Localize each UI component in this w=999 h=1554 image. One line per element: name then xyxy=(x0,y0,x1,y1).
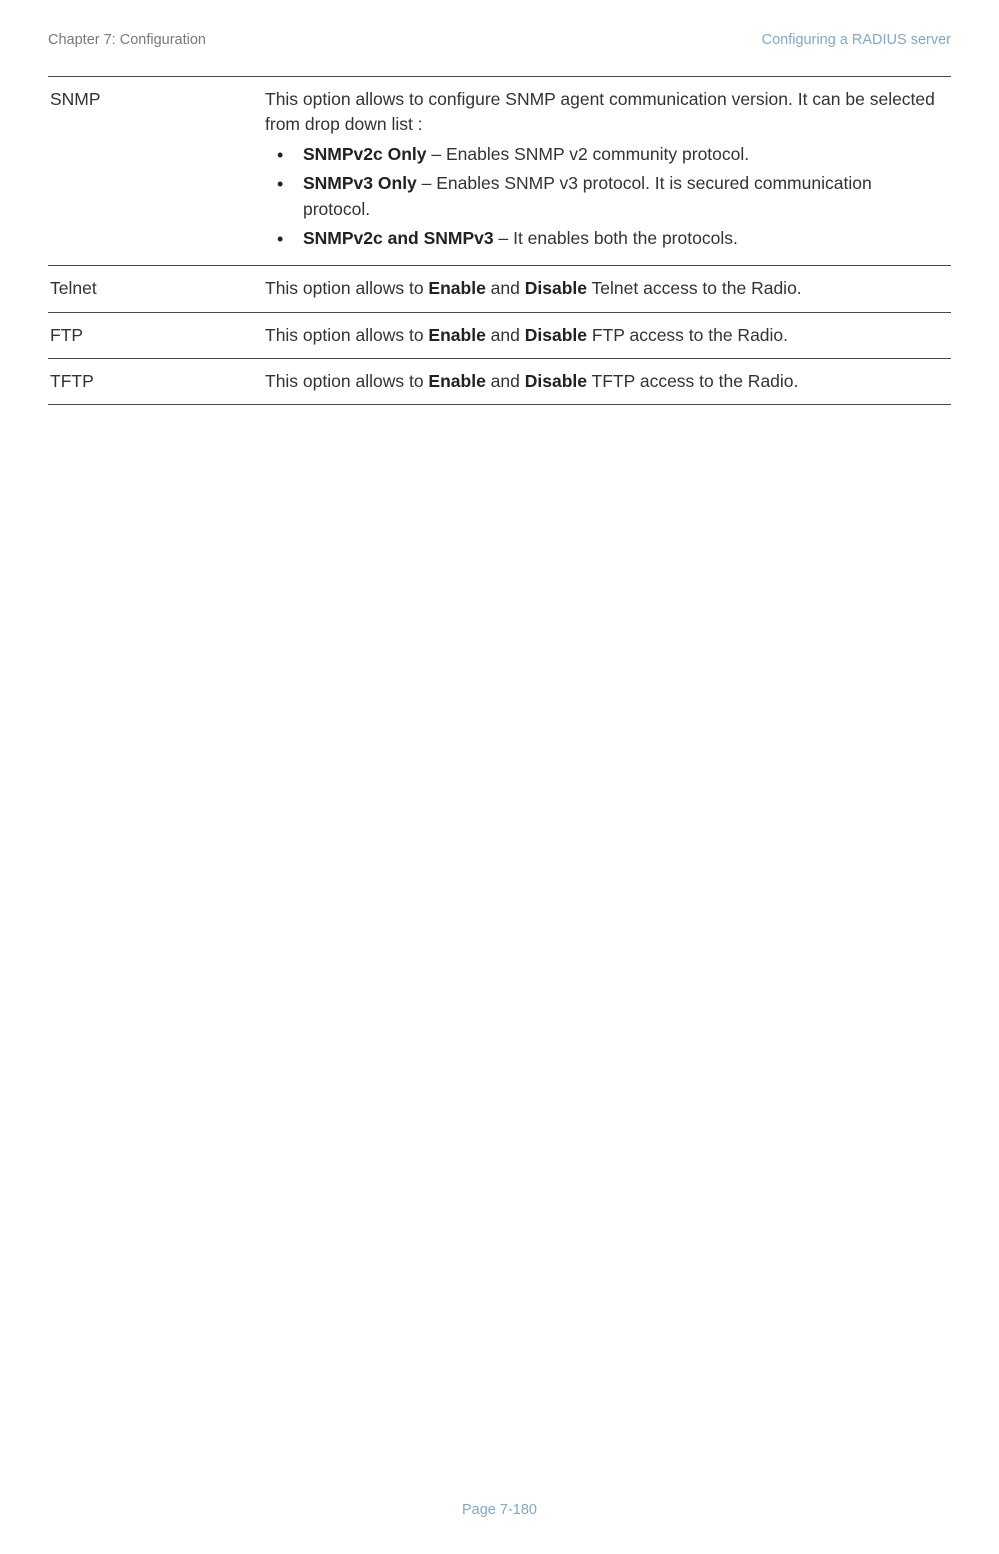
attr-name: FTP xyxy=(48,312,263,358)
table-row: SNMP This option allows to configure SNM… xyxy=(48,77,951,266)
desc-part: This option allows to xyxy=(265,325,428,345)
attr-desc: This option allows to Enable and Disable… xyxy=(263,266,951,312)
table-row: Telnet This option allows to Enable and … xyxy=(48,266,951,312)
desc-part: Telnet access to the Radio. xyxy=(587,278,802,298)
desc-part: and xyxy=(486,371,525,391)
desc-part: and xyxy=(486,325,525,345)
attr-name: Telnet xyxy=(48,266,263,312)
bullet-rest: – Enables SNMP v2 community protocol. xyxy=(427,144,750,164)
list-item: SNMPv2c and SNMPv3 – It enables both the… xyxy=(265,226,943,251)
table-row: TFTP This option allows to Enable and Di… xyxy=(48,359,951,405)
desc-bold: Enable xyxy=(428,325,485,345)
list-item: SNMPv2c Only – Enables SNMP v2 community… xyxy=(265,142,943,167)
attr-name: SNMP xyxy=(48,77,263,266)
desc-bold: Disable xyxy=(525,278,587,298)
config-table: SNMP This option allows to configure SNM… xyxy=(48,76,951,405)
desc-part: and xyxy=(486,278,525,298)
desc-intro: This option allows to configure SNMP age… xyxy=(265,89,935,134)
section-label: Configuring a RADIUS server xyxy=(762,32,951,48)
table-row: FTP This option allows to Enable and Dis… xyxy=(48,312,951,358)
desc-part: This option allows to xyxy=(265,278,428,298)
bullet-bold: SNMPv2c and SNMPv3 xyxy=(303,228,494,248)
attr-name: TFTP xyxy=(48,359,263,405)
list-item: SNMPv3 Only – Enables SNMP v3 protocol. … xyxy=(265,171,943,222)
bullet-bold: SNMPv2c Only xyxy=(303,144,427,164)
bullet-bold: SNMPv3 Only xyxy=(303,173,417,193)
attr-desc: This option allows to configure SNMP age… xyxy=(263,77,951,266)
desc-part: TFTP access to the Radio. xyxy=(587,371,798,391)
bullet-list: SNMPv2c Only – Enables SNMP v2 community… xyxy=(265,142,943,252)
desc-bold: Enable xyxy=(428,371,485,391)
page-number: Page 7-180 xyxy=(0,1502,999,1518)
desc-bold: Enable xyxy=(428,278,485,298)
desc-part: FTP access to the Radio. xyxy=(587,325,788,345)
desc-bold: Disable xyxy=(525,325,587,345)
desc-bold: Disable xyxy=(525,371,587,391)
desc-part: This option allows to xyxy=(265,371,428,391)
attr-desc: This option allows to Enable and Disable… xyxy=(263,312,951,358)
bullet-rest: – It enables both the protocols. xyxy=(494,228,738,248)
attr-desc: This option allows to Enable and Disable… xyxy=(263,359,951,405)
page-header: Chapter 7: Configuration Configuring a R… xyxy=(48,32,951,48)
chapter-label: Chapter 7: Configuration xyxy=(48,32,206,48)
